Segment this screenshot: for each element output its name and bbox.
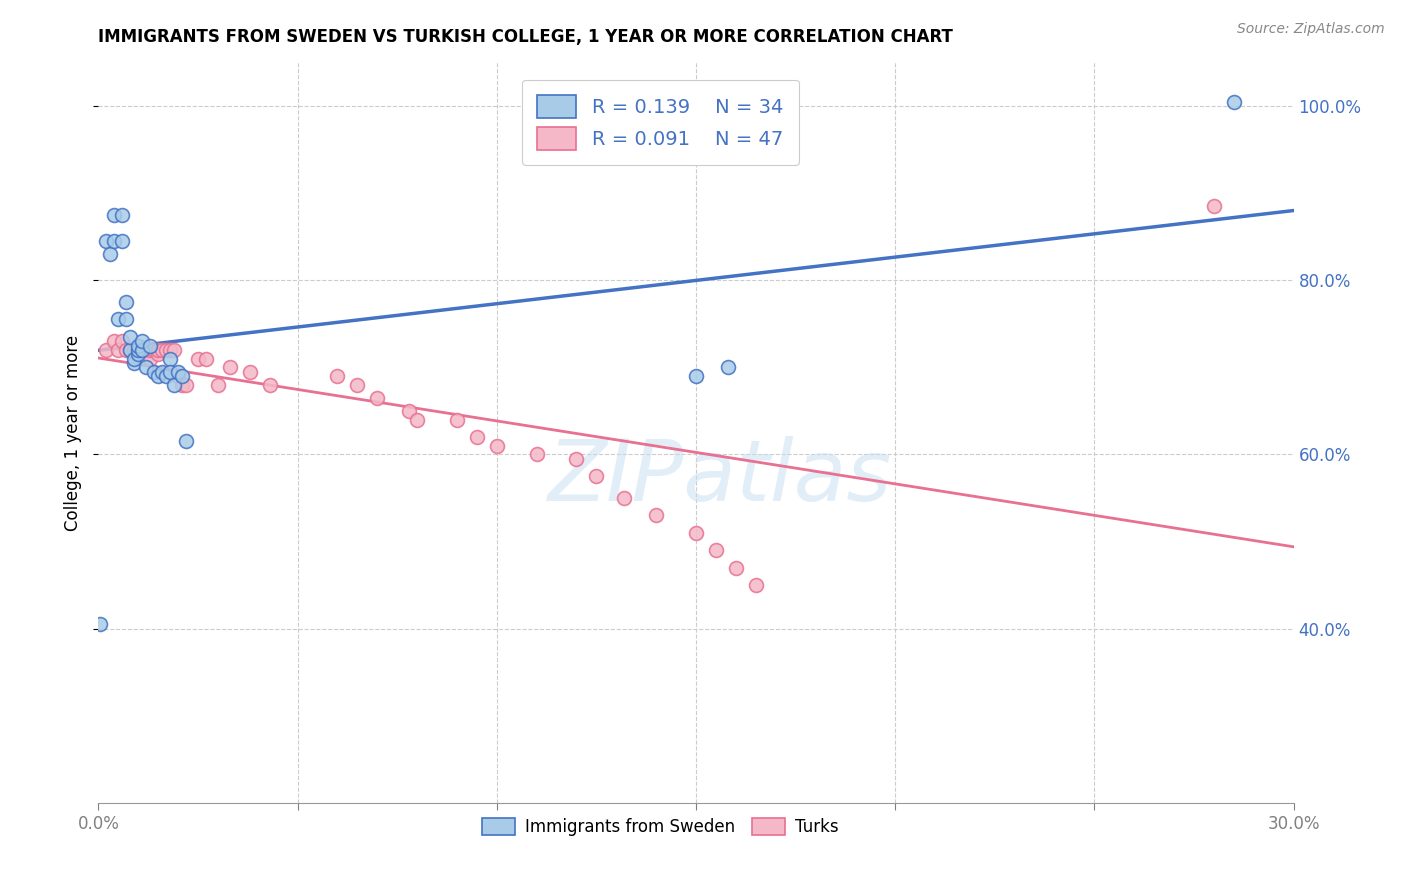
Point: [159, 343, 181, 357]
Point: [127, 343, 149, 357]
Point: [115, 295, 138, 310]
Point: [111, 334, 134, 348]
Point: [717, 360, 740, 375]
Point: [155, 343, 177, 357]
Point: [585, 469, 607, 483]
Point: [150, 343, 173, 357]
Text: Source: ZipAtlas.com: Source: ZipAtlas.com: [1237, 22, 1385, 37]
Point: [127, 347, 149, 361]
Point: [135, 343, 157, 357]
Point: [155, 369, 177, 384]
Point: [111, 234, 134, 248]
Point: [127, 338, 149, 352]
Point: [326, 369, 349, 384]
Point: [139, 338, 162, 352]
Point: [89, 617, 111, 632]
Point: [172, 369, 194, 384]
Point: [704, 543, 727, 558]
Point: [187, 351, 209, 366]
Point: [96, 234, 118, 248]
Point: [685, 525, 707, 540]
Point: [115, 312, 138, 326]
Point: [366, 391, 388, 405]
Point: [135, 360, 157, 375]
Point: [174, 377, 197, 392]
Point: [239, 365, 262, 379]
Point: [98, 247, 122, 261]
Point: [465, 430, 488, 444]
Point: [1223, 95, 1246, 109]
Point: [526, 447, 548, 461]
Point: [159, 365, 181, 379]
Point: [139, 343, 162, 357]
Point: [115, 343, 138, 357]
Point: [124, 343, 146, 357]
Point: [120, 343, 142, 357]
Point: [139, 351, 162, 366]
Point: [124, 351, 146, 366]
Point: [159, 351, 181, 366]
Point: [745, 578, 768, 592]
Point: [724, 560, 747, 574]
Point: [143, 343, 166, 357]
Point: [406, 412, 429, 426]
Legend: Immigrants from Sweden, Turks: Immigrants from Sweden, Turks: [475, 811, 845, 843]
Point: [1202, 199, 1225, 213]
Point: [148, 369, 170, 384]
Point: [131, 343, 153, 357]
Point: [398, 404, 420, 418]
Point: [485, 439, 508, 453]
Point: [645, 508, 668, 523]
Point: [346, 377, 368, 392]
Point: [613, 491, 636, 505]
Text: ZIPatlas: ZIPatlas: [548, 435, 891, 518]
Point: [103, 208, 125, 222]
Point: [207, 377, 229, 392]
Point: [685, 369, 707, 384]
Point: [259, 377, 281, 392]
Point: [131, 334, 153, 348]
Point: [96, 343, 118, 357]
Point: [124, 356, 146, 370]
Point: [127, 343, 149, 357]
Point: [143, 365, 166, 379]
Point: [107, 343, 129, 357]
Text: IMMIGRANTS FROM SWEDEN VS TURKISH COLLEGE, 1 YEAR OR MORE CORRELATION CHART: IMMIGRANTS FROM SWEDEN VS TURKISH COLLEG…: [98, 28, 953, 45]
Point: [150, 365, 173, 379]
Y-axis label: College, 1 year or more: College, 1 year or more: [65, 334, 83, 531]
Point: [107, 312, 129, 326]
Point: [135, 343, 157, 357]
Point: [219, 360, 242, 375]
Point: [120, 330, 142, 344]
Point: [163, 343, 186, 357]
Point: [103, 334, 125, 348]
Point: [120, 343, 142, 357]
Point: [148, 347, 170, 361]
Point: [446, 412, 468, 426]
Point: [111, 208, 134, 222]
Point: [195, 351, 218, 366]
Point: [167, 365, 190, 379]
Point: [174, 434, 197, 449]
Point: [172, 377, 194, 392]
Point: [103, 234, 125, 248]
Point: [565, 451, 588, 466]
Point: [167, 369, 190, 384]
Point: [148, 343, 170, 357]
Point: [163, 377, 186, 392]
Point: [131, 343, 153, 357]
